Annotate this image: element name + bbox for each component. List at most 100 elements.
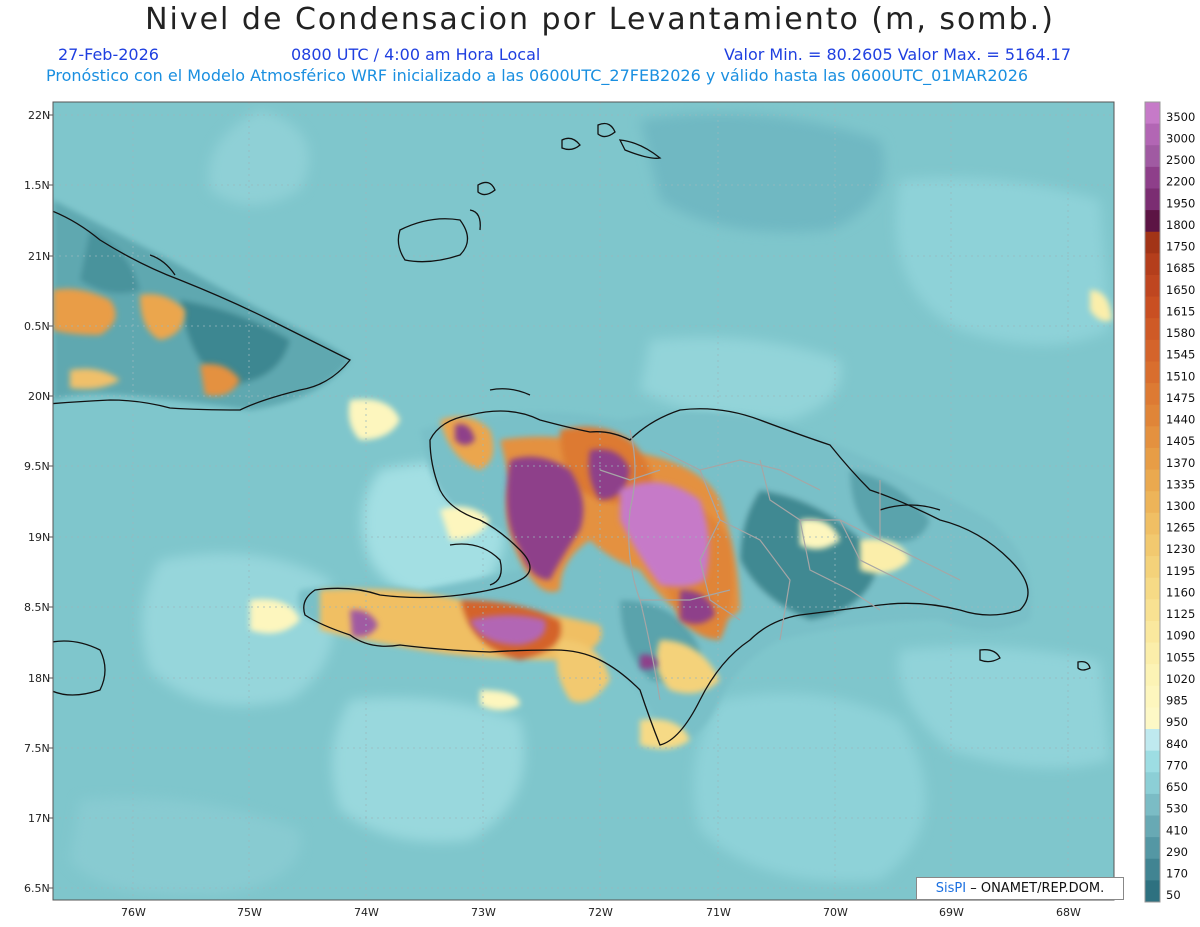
colorbar-label: 170	[1166, 867, 1188, 881]
colorbar-swatch	[1145, 599, 1160, 622]
colorbar-label: 290	[1166, 845, 1188, 859]
colorbar-label: 1950	[1166, 196, 1195, 210]
lon-label: 72W	[588, 906, 613, 919]
colorbar-swatch	[1145, 707, 1160, 730]
colorbar-label: 1685	[1166, 261, 1195, 275]
lat-label: 6.5N	[24, 882, 50, 895]
lon-label: 68W	[1056, 906, 1081, 919]
colorbar-swatch	[1145, 469, 1160, 492]
lat-label: 22N	[28, 109, 50, 122]
colorbar-label: 1265	[1166, 521, 1195, 535]
colorbar-label: 3000	[1166, 131, 1195, 145]
colorbar-label: 1020	[1166, 672, 1195, 686]
plot-frame	[52, 101, 1115, 901]
colorbar-swatch	[1145, 339, 1160, 362]
lon-label: 75W	[237, 906, 262, 919]
colorbar-label: 1090	[1166, 629, 1195, 643]
colorbar-swatch	[1145, 729, 1160, 752]
value-range-label: Valor Min. = 80.2605 Valor Max. = 5164.1…	[724, 45, 1072, 64]
lon-label: 69W	[939, 906, 964, 919]
credit-box: SisPI – ONAMET/REP.DOM.	[916, 877, 1124, 900]
lat-label: 18N	[28, 672, 50, 685]
colorbar-label: 1405	[1166, 434, 1195, 448]
colorbar-label: 3500	[1166, 110, 1195, 124]
time-label: 0800 UTC / 4:00 am Hora Local	[291, 45, 541, 64]
colorbar-swatch	[1145, 231, 1160, 254]
colorbar-label: 1370	[1166, 456, 1195, 470]
colorbar-label: 1615	[1166, 304, 1195, 318]
lat-label: 20N	[28, 390, 50, 403]
colorbar-frame	[1144, 101, 1161, 903]
lat-label: 19N	[28, 531, 50, 544]
lon-label: 74W	[354, 906, 379, 919]
lat-label: 21N	[28, 250, 50, 263]
lat-label: 17N	[28, 812, 50, 825]
colorbar-label: 50	[1166, 888, 1181, 902]
coastlines	[53, 122, 1091, 746]
colorbar-swatch	[1145, 166, 1160, 189]
colorbar: 3500 3000 2500 2200 1950 1800 1750 1685 1650 1615…	[1144, 101, 1195, 903]
colorbar-swatch	[1145, 145, 1160, 168]
colorbar-swatch	[1145, 253, 1160, 276]
colorbar-label: 770	[1166, 758, 1188, 772]
colorbar-swatch	[1145, 793, 1160, 817]
colorbar-swatch	[1145, 837, 1160, 860]
colorbar-swatch	[1145, 274, 1160, 298]
colorbar-swatch	[1145, 383, 1160, 406]
credit-org: – ONAMET/REP.DOM.	[966, 881, 1105, 896]
colorbar-label: 1195	[1166, 564, 1195, 578]
lat-label: 0.5N	[24, 320, 50, 333]
colorbar-swatch	[1145, 426, 1160, 449]
colorbar-swatch	[1145, 318, 1160, 341]
lat-label: 1.5N	[24, 179, 50, 192]
lon-axis: 76W 75W 74W 73W 72W 71W 70W 69W 68W	[121, 906, 1081, 919]
colorbar-label: 950	[1166, 715, 1188, 729]
colorbar-swatch	[1145, 858, 1160, 881]
colorbar-swatch	[1145, 404, 1160, 427]
colorbar-swatch	[1145, 210, 1160, 233]
colorbar-label: 650	[1166, 780, 1188, 794]
colorbar-label: 1800	[1166, 218, 1195, 232]
colorbar-label: 1475	[1166, 391, 1195, 405]
colorbar-swatch	[1145, 642, 1160, 665]
colorbar-label: 1230	[1166, 542, 1195, 556]
date-label: 27-Feb-2026	[58, 45, 159, 64]
province-borders	[599, 429, 961, 701]
colorbar-label: 1545	[1166, 348, 1195, 362]
colorbar-swatch	[1145, 102, 1160, 125]
colorbar-swatch	[1145, 296, 1160, 319]
sispi-logo: SisPI	[935, 881, 967, 896]
colorbar-swatch	[1145, 577, 1160, 600]
colorbar-swatch	[1145, 664, 1160, 687]
lon-label: 76W	[121, 906, 146, 919]
colorbar-swatch	[1145, 815, 1160, 838]
colorbar-label: 1750	[1166, 240, 1195, 254]
colorbar-label: 1650	[1166, 283, 1195, 297]
lon-label: 70W	[823, 906, 848, 919]
colorbar-label: 840	[1166, 737, 1188, 751]
lat-label: 7.5N	[24, 742, 50, 755]
colorbar-label: 530	[1166, 802, 1188, 816]
lon-label: 73W	[471, 906, 496, 919]
colorbar-swatch	[1145, 188, 1160, 211]
colorbar-swatch	[1145, 534, 1160, 557]
graticule	[53, 102, 1114, 900]
colorbar-swatch	[1145, 772, 1160, 795]
colorbar-swatch	[1145, 556, 1160, 579]
colorbar-label: 1335	[1166, 477, 1195, 491]
colorbar-label: 1055	[1166, 650, 1195, 664]
colorbar-swatch	[1145, 361, 1160, 384]
colorbar-label: 1440	[1166, 413, 1195, 427]
lcl-field	[53, 102, 1114, 900]
colorbar-swatch	[1145, 512, 1160, 535]
colorbar-swatch	[1145, 491, 1160, 514]
lat-label: 8.5N	[24, 601, 50, 614]
colorbar-label: 410	[1166, 823, 1188, 837]
lat-label: 9.5N	[24, 460, 50, 473]
colorbar-label: 1510	[1166, 369, 1195, 383]
colorbar-label: 2200	[1166, 175, 1195, 189]
colorbar-label: 1160	[1166, 585, 1195, 599]
colorbar-label: 985	[1166, 694, 1188, 708]
colorbar-label: 1580	[1166, 326, 1195, 340]
colorbar-label: 2500	[1166, 153, 1195, 167]
